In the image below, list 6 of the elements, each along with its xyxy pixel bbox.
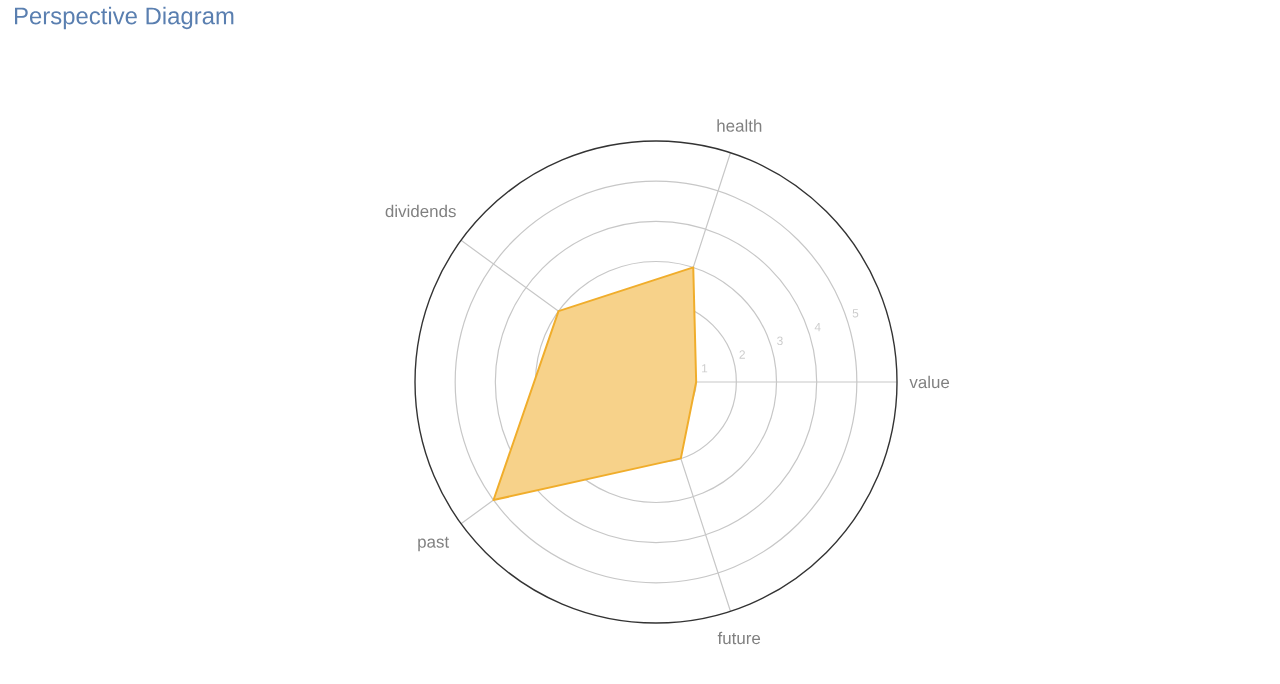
spoke-label: dividends: [385, 204, 456, 218]
spoke-label: health: [717, 119, 762, 132]
spoke-label: future: [717, 631, 761, 645]
spoke-label: value: [909, 375, 950, 389]
text: Perspective Diagram: [15, 6, 234, 30]
spoke-label: past: [418, 536, 450, 552]
